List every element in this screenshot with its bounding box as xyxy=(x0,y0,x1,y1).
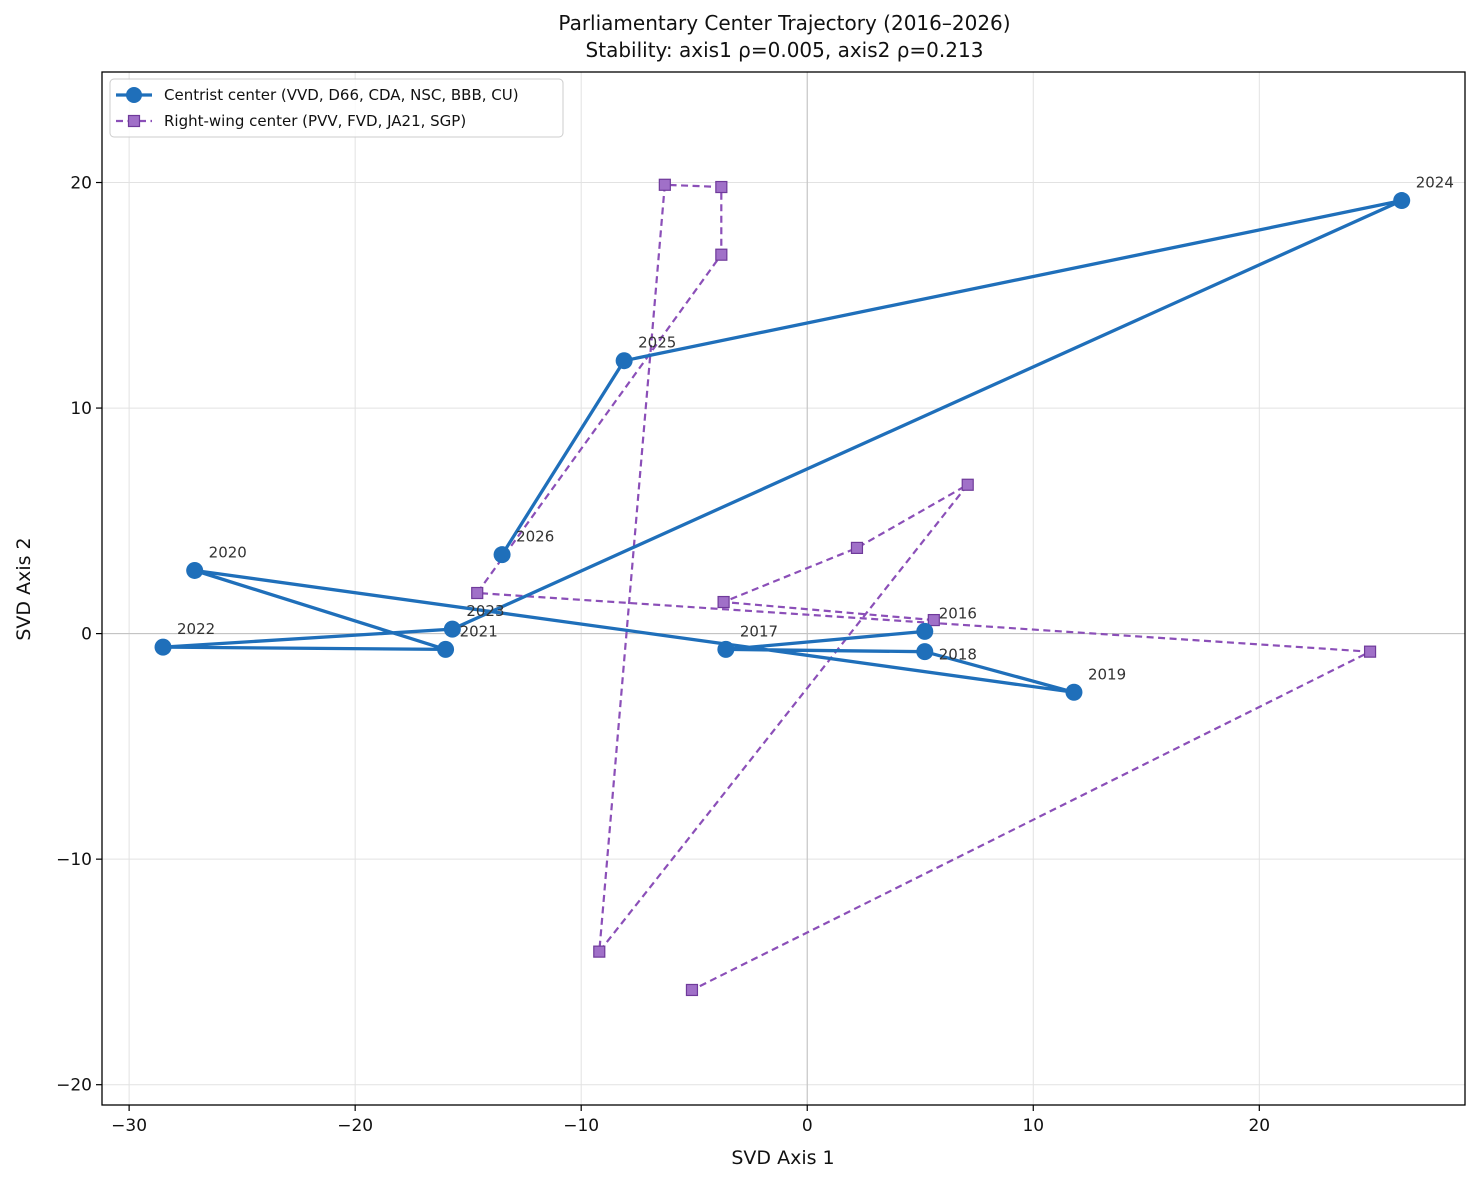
x-axis-label: SVD Axis 1 xyxy=(731,1147,834,1169)
legend: Centrist center (VVD, D66, CDA, NSC, BBB… xyxy=(109,78,564,138)
point-label: 2023 xyxy=(466,602,504,620)
right-wing-point xyxy=(1363,645,1377,658)
right-wing-point xyxy=(961,478,974,491)
legend-right-wing-label: Right-wing center (PVV, FVD, JA21, SGP) xyxy=(164,112,466,130)
chart-title: Parliamentary Center Trajectory (2016–20… xyxy=(558,11,1011,35)
legend-box xyxy=(109,78,564,138)
point-labels: 2016 2017 2018 2019 2020 2021 2022 2023 2024 2025… xyxy=(177,174,1454,684)
centrist-series-line xyxy=(161,198,1404,694)
right-wing-point xyxy=(850,541,864,555)
right-wing-point xyxy=(715,248,728,261)
zero-lines xyxy=(102,72,1465,1105)
y-tick-label: 0 xyxy=(81,625,92,645)
x-tick-label: 10 xyxy=(1022,1116,1044,1136)
centrist-point xyxy=(186,561,204,579)
centrist-point xyxy=(443,620,461,638)
point-label: 2019 xyxy=(1088,665,1126,683)
x-tick-label: −30 xyxy=(111,1116,147,1136)
right-wing-point xyxy=(717,595,730,609)
centrist-point xyxy=(1065,683,1083,701)
chart-subtitle: Stability: axis1 ρ=0.005, axis2 ρ=0.213 xyxy=(585,38,984,62)
point-label: 2022 xyxy=(177,620,215,638)
x-tick-label: 20 xyxy=(1248,1116,1270,1136)
series-layer xyxy=(154,178,1411,997)
centrist-point xyxy=(615,352,633,370)
centrist-point xyxy=(154,638,172,656)
x-tick-label: −20 xyxy=(337,1116,373,1136)
point-label: 2025 xyxy=(638,334,676,352)
centrist-point xyxy=(916,643,934,661)
plot-frame xyxy=(101,71,1466,1106)
centrist-point xyxy=(916,622,934,640)
y-tick-label: −10 xyxy=(56,850,92,870)
y-tick-label: −20 xyxy=(56,1076,92,1096)
centrist-point xyxy=(493,546,511,564)
x-tick-label: 0 xyxy=(802,1116,813,1136)
point-label: 2018 xyxy=(939,646,977,664)
y-tick-label: 10 xyxy=(70,399,92,419)
right-wing-point xyxy=(471,586,484,600)
x-tick-label: −10 xyxy=(563,1116,599,1136)
right-wing-point xyxy=(715,180,728,194)
right-wing-point xyxy=(658,178,671,191)
point-label: 2017 xyxy=(740,622,778,640)
centrist-point xyxy=(1393,192,1411,210)
grid-lines xyxy=(102,72,1465,1105)
axes: −30 −20 −10 0 10 20 −20 −10 0 10 20 xyxy=(56,174,1270,1136)
right-wing-point xyxy=(593,945,606,958)
point-label: 2021 xyxy=(460,622,498,640)
point-label: 2024 xyxy=(1416,174,1454,192)
y-tick-label: 20 xyxy=(70,174,92,194)
right-wing-series-line xyxy=(475,183,1375,991)
point-label: 2016 xyxy=(939,604,977,622)
centrist-point xyxy=(717,640,735,658)
y-axis-label: SVD Axis 2 xyxy=(13,537,35,640)
right-wing-point xyxy=(927,613,940,627)
legend-centrist-marker xyxy=(126,87,142,103)
centrist-point xyxy=(437,640,455,658)
right-wing-point xyxy=(685,983,699,997)
legend-centrist-label: Centrist center (VVD, D66, CDA, NSC, BBB… xyxy=(164,86,519,104)
legend-right-wing-marker xyxy=(127,114,141,128)
point-label: 2026 xyxy=(516,528,554,546)
point-label: 2020 xyxy=(209,543,247,561)
